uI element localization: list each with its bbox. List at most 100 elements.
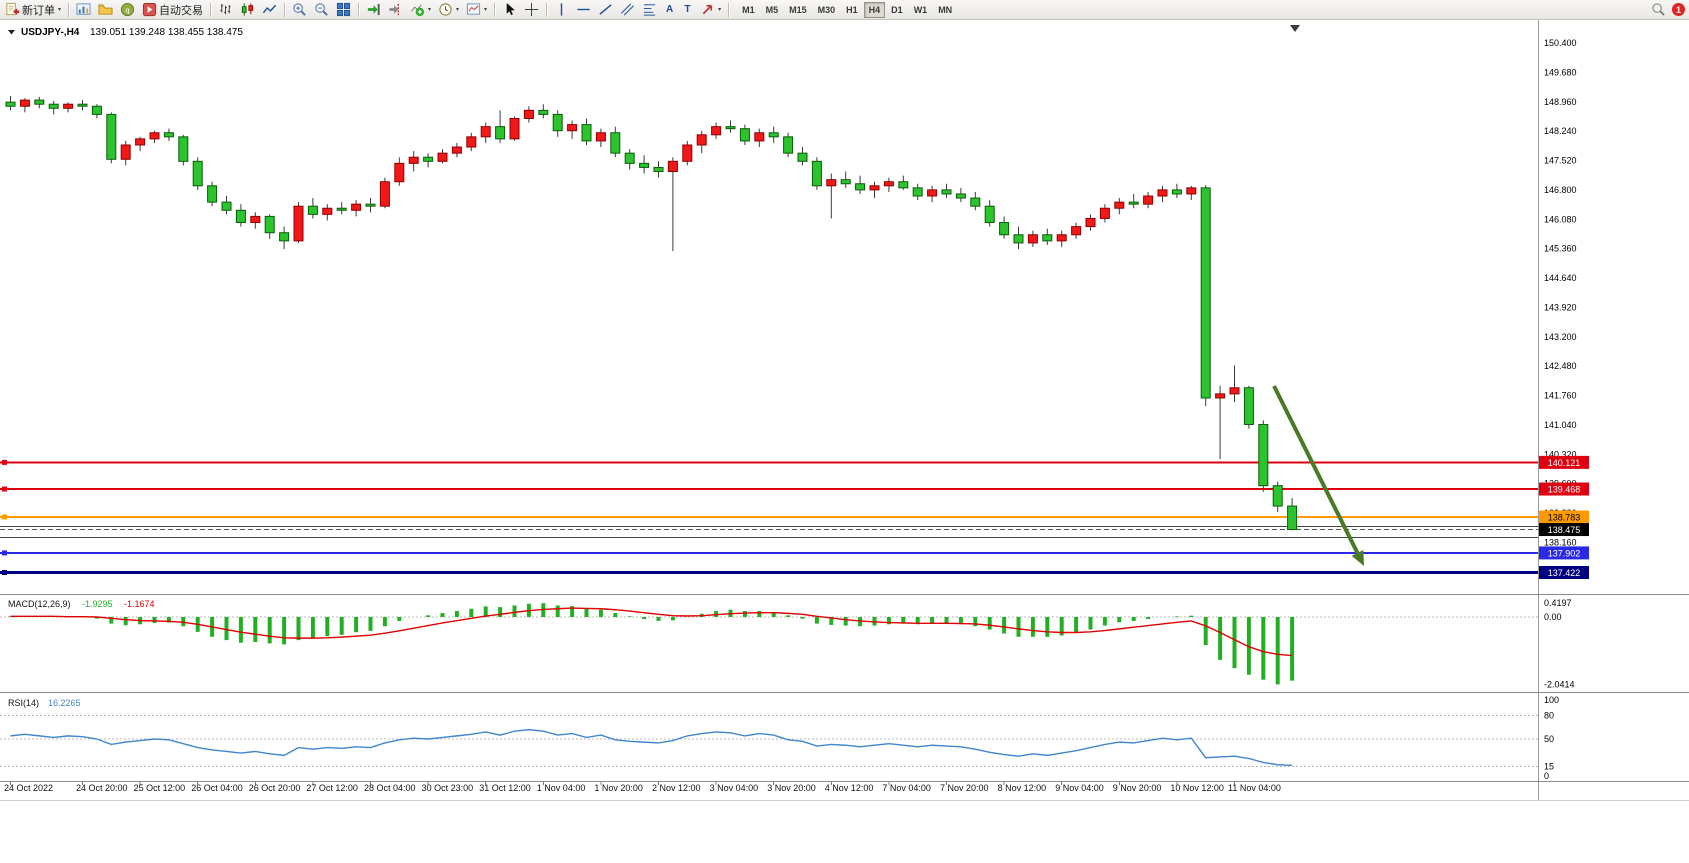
text-tool-icon: A bbox=[665, 4, 674, 15]
svg-text:138.783: 138.783 bbox=[1548, 512, 1581, 522]
svg-text:16.2265: 16.2265 bbox=[48, 698, 81, 708]
svg-text:q: q bbox=[125, 5, 129, 14]
svg-text:147.520: 147.520 bbox=[1544, 156, 1577, 166]
svg-text:141.040: 141.040 bbox=[1544, 420, 1577, 430]
zoom-in-icon bbox=[292, 2, 307, 17]
toolbar-separator bbox=[210, 2, 212, 17]
timeframe-m15[interactable]: M15 bbox=[784, 2, 812, 18]
indicators-button[interactable]: ▾ bbox=[407, 1, 434, 18]
new-chart-button[interactable] bbox=[73, 1, 94, 18]
periods-caret-icon: ▾ bbox=[456, 7, 460, 13]
fibonacci-button[interactable] bbox=[639, 1, 660, 18]
line-chart-button[interactable] bbox=[259, 1, 280, 18]
toolbar-right-group: 1 bbox=[1651, 2, 1689, 17]
crosshair-button[interactable] bbox=[521, 1, 542, 18]
timeframe-m1[interactable]: M1 bbox=[737, 2, 760, 18]
text-label-icon: T bbox=[684, 4, 691, 15]
svg-text:9 Nov 20:00: 9 Nov 20:00 bbox=[1113, 783, 1162, 793]
new-order-icon bbox=[5, 2, 20, 17]
templates-button[interactable]: ▾ bbox=[463, 1, 490, 18]
text-label-button[interactable]: T bbox=[679, 1, 696, 18]
horizontal-line-button[interactable] bbox=[573, 1, 594, 18]
timeframe-m30[interactable]: M30 bbox=[813, 2, 841, 18]
svg-text:141.760: 141.760 bbox=[1544, 391, 1577, 401]
auto-scroll-button[interactable] bbox=[363, 1, 384, 18]
timeframe-h1[interactable]: H1 bbox=[841, 2, 863, 18]
svg-text:3 Nov 20:00: 3 Nov 20:00 bbox=[767, 783, 816, 793]
zoom-out-button[interactable] bbox=[311, 1, 332, 18]
svg-text:4 Nov 12:00: 4 Nov 12:00 bbox=[825, 783, 874, 793]
arrow-tool-icon bbox=[700, 2, 715, 17]
mql5-community-button[interactable]: q bbox=[117, 1, 138, 18]
channel-icon bbox=[620, 2, 635, 17]
svg-text:139.051 139.248 138.455 138.47: 139.051 139.248 138.455 138.475 bbox=[90, 27, 243, 38]
svg-text:RSI(14): RSI(14) bbox=[8, 698, 39, 708]
svg-text:143.200: 143.200 bbox=[1544, 332, 1577, 342]
clock-icon bbox=[438, 2, 453, 17]
svg-text:11 Nov 04:00: 11 Nov 04:00 bbox=[1228, 783, 1281, 793]
svg-text:139.468: 139.468 bbox=[1548, 485, 1581, 495]
auto-scroll-icon bbox=[366, 2, 381, 17]
svg-text:26 Oct 20:00: 26 Oct 20:00 bbox=[249, 783, 301, 793]
svg-text:150.400: 150.400 bbox=[1544, 38, 1577, 48]
svg-text:-1.9295: -1.9295 bbox=[82, 599, 113, 609]
svg-text:140.121: 140.121 bbox=[1548, 458, 1581, 468]
chart-shift-button[interactable] bbox=[385, 1, 406, 18]
trendline-button[interactable] bbox=[595, 1, 616, 18]
svg-text:138.475: 138.475 bbox=[1548, 525, 1581, 535]
new-order-label: 新订单 bbox=[22, 4, 55, 17]
svg-text:10 Nov 12:00: 10 Nov 12:00 bbox=[1170, 783, 1224, 793]
folder-icon bbox=[98, 2, 113, 17]
toolbar-separator bbox=[358, 2, 360, 17]
cursor-button[interactable] bbox=[499, 1, 520, 18]
text-button[interactable]: A bbox=[661, 1, 678, 18]
search-icon[interactable] bbox=[1651, 2, 1666, 17]
tile-windows-button[interactable] bbox=[333, 1, 354, 18]
timeframe-w1[interactable]: W1 bbox=[909, 2, 933, 18]
profiles-button[interactable] bbox=[95, 1, 116, 18]
svg-text:140.320: 140.320 bbox=[1544, 449, 1577, 459]
timeframe-d1[interactable]: D1 bbox=[886, 2, 908, 18]
ohlc-bars-icon bbox=[218, 2, 233, 17]
svg-text:142.480: 142.480 bbox=[1544, 361, 1577, 371]
vertical-line-button[interactable] bbox=[551, 1, 572, 18]
autotrading-icon bbox=[142, 2, 157, 17]
timeframe-h4[interactable]: H4 bbox=[863, 1, 886, 18]
notification-badge[interactable]: 1 bbox=[1672, 3, 1685, 16]
template-icon bbox=[466, 2, 481, 17]
timeframe-mn[interactable]: MN bbox=[933, 2, 957, 18]
periods-button[interactable]: ▾ bbox=[435, 1, 462, 18]
trendline-icon bbox=[598, 2, 613, 17]
rsi-panel: 100 80 50 150 RSI(14) 16.2265 bbox=[0, 695, 1559, 781]
svg-text:7 Nov 20:00: 7 Nov 20:00 bbox=[940, 783, 989, 793]
svg-text:8 Nov 12:00: 8 Nov 12:00 bbox=[998, 783, 1047, 793]
ohlc-bars-button[interactable] bbox=[215, 1, 236, 18]
timeframe-m5[interactable]: M5 bbox=[761, 2, 784, 18]
svg-text:80: 80 bbox=[1544, 711, 1554, 721]
arrows-button[interactable]: ▾ bbox=[697, 1, 724, 18]
autotrading-label: 自动交易 bbox=[159, 4, 204, 17]
svg-text:2 Nov 12:00: 2 Nov 12:00 bbox=[652, 783, 701, 793]
candlestick-button[interactable] bbox=[237, 1, 258, 18]
svg-text:24 Oct 20:00: 24 Oct 20:00 bbox=[76, 783, 128, 793]
annotation-arrow[interactable] bbox=[1272, 385, 1364, 566]
new-order-button[interactable]: 新订单 ▾ bbox=[2, 1, 64, 18]
time-axis: 24 Oct 2022 24 Oct 20:00 25 Oct 12:00 26 Oc… bbox=[4, 782, 1281, 793]
autotrading-button[interactable]: 自动交易 bbox=[139, 1, 206, 18]
toolbar-separator bbox=[494, 2, 496, 17]
svg-text:1 Nov 04:00: 1 Nov 04:00 bbox=[537, 783, 586, 793]
line-chart-icon bbox=[262, 2, 277, 17]
toolbar-separator bbox=[546, 2, 548, 17]
channel-button[interactable] bbox=[617, 1, 638, 18]
svg-text:146.800: 146.800 bbox=[1544, 185, 1577, 195]
indicators-icon bbox=[410, 2, 425, 17]
zoom-out-icon bbox=[314, 2, 329, 17]
svg-text:27 Oct 12:00: 27 Oct 12:00 bbox=[306, 783, 358, 793]
fibonacci-icon bbox=[642, 2, 657, 17]
timeframe-toolbar: M1 M5 M15 M30 H1 H4 D1 W1 MN bbox=[737, 1, 957, 18]
zoom-in-button[interactable] bbox=[289, 1, 310, 18]
main-toolbar: 新订单 ▾ q 自动交易 ▾ ▾ ▾ A T ▾ M1 M bbox=[0, 0, 1689, 20]
new-order-caret-icon: ▾ bbox=[58, 7, 62, 13]
svg-text:USDJPY-,H4: USDJPY-,H4 bbox=[21, 27, 80, 38]
